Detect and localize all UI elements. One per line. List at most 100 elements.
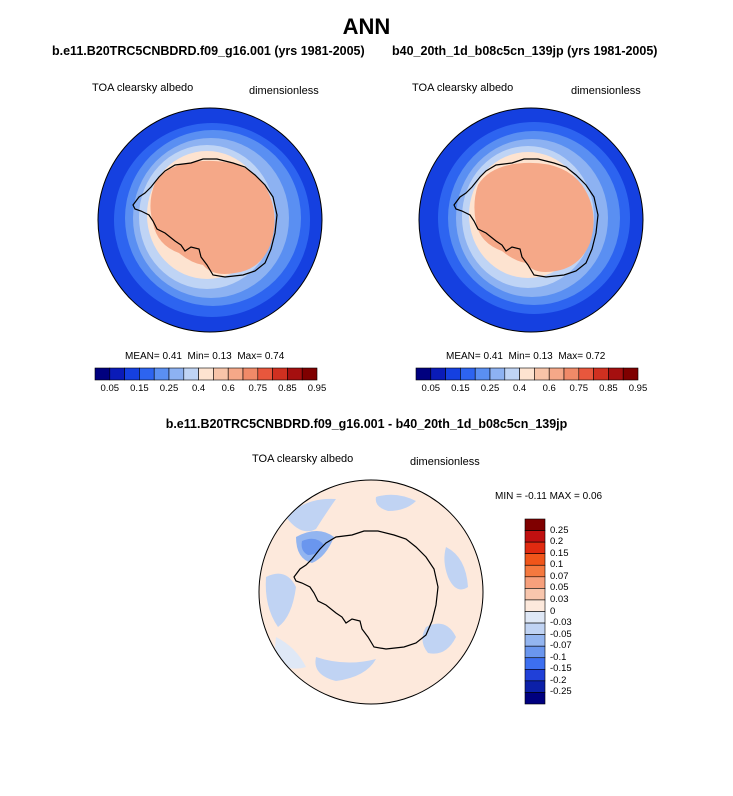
panel-2-colorbar-swatch	[563, 367, 580, 381]
panel-1-colorbar-swatch	[301, 367, 318, 381]
panel-2-colorbar-swatch	[430, 367, 446, 381]
panel-1-colorbar-tick-label: 0.75	[248, 383, 268, 394]
panel-2-colorbar-swatch	[460, 367, 476, 381]
panel-1-colorbar-swatch	[109, 367, 125, 381]
panel-2-min-value: 0.13	[533, 351, 553, 362]
panel-1-contour-field	[98, 108, 322, 332]
panel-1-colorbar-swatch	[153, 367, 170, 381]
diff-colorbar-swatch	[524, 611, 546, 624]
panel-1-colorbar-tick-label: 0.4	[191, 383, 206, 394]
panel-2-mean-label: MEAN=	[446, 351, 481, 362]
diff-colorbar-swatch	[524, 657, 546, 670]
panel-1-min-value: 0.13	[212, 351, 232, 362]
panel-1-colorbar-swatch	[139, 367, 155, 381]
panel-2-colorbar	[415, 367, 639, 381]
diff-max-label: MAX =	[549, 491, 580, 502]
diff-colorbar-swatch	[524, 564, 546, 578]
panel-1-stats: MEAN= 0.41 Min= 0.13 Max= 0.74	[125, 351, 284, 362]
panel-2-coastline	[453, 158, 599, 278]
panel-2-stats: MEAN= 0.41 Min= 0.13 Max= 0.72	[446, 351, 605, 362]
panel-1-min-label: Min=	[187, 351, 210, 362]
diff-colorbar-swatch	[524, 680, 546, 693]
diff-colorbar-swatch	[524, 576, 546, 589]
diff-contour-field	[259, 480, 483, 704]
panel-2-colorbar-swatch	[593, 367, 609, 381]
diff-colorbar-tick-label: -0.05	[550, 628, 572, 640]
panel-1-colorbar-swatch	[242, 367, 259, 381]
diff-variable: TOA clearsky albedo	[252, 453, 354, 465]
panel-1-coastline	[132, 158, 278, 278]
diff-colorbar-tick-label: -0.03	[550, 617, 572, 629]
diff-colorbar-swatch	[524, 518, 546, 531]
diff-title: b.e11.B20TRC5CNBDRD.f09_g16.001 - b40_20…	[165, 417, 568, 431]
diff-colorbar-tick-label: -0.15	[550, 663, 572, 675]
panel-1-colorbar-tick-label: 0.95	[307, 383, 327, 394]
panel-2-colorbar-tick-label: 0.75	[569, 383, 589, 394]
panel-1-case-title: b.e11.B20TRC5CNBDRD.f09_g16.001 (yrs 198…	[52, 44, 365, 58]
panel-2-colorbar-swatch	[445, 367, 461, 381]
panel-2-polar-map	[418, 107, 644, 333]
diff-colorbar-tick-label: 0.15	[550, 547, 569, 559]
diff-colorbar-tick-label: -0.2	[550, 674, 567, 686]
panel-1-colorbar-tick-label: 0.85	[278, 383, 297, 394]
diff-units: dimensionless	[410, 456, 480, 468]
panel-2-colorbar-swatch	[474, 367, 491, 381]
panel-2-colorbar-swatch	[622, 367, 639, 381]
diff-colorbar-tick-label: 0.07	[550, 570, 569, 582]
diff-colorbar-tick-label: 0	[550, 605, 556, 617]
diff-colorbar-swatch	[524, 599, 546, 612]
diff-colorbar-swatch	[524, 692, 546, 705]
diff-colorbar-tick-label: 0.25	[550, 524, 569, 536]
panel-2-colorbar-swatch	[519, 367, 535, 381]
panel-1-colorbar-swatch	[183, 367, 199, 381]
diff-colorbar-tick-label: 0.05	[550, 582, 569, 594]
diff-colorbar-tick-label: -0.1	[550, 651, 567, 663]
panel-1-colorbar-swatch	[272, 367, 288, 381]
diff-colorbar-swatch	[524, 622, 546, 635]
panel-1-colorbar-swatch	[227, 367, 244, 381]
diff-colorbar-tick-label: -0.07	[550, 640, 572, 652]
diff-colorbar	[524, 518, 546, 705]
panel-2-colorbar-swatch	[548, 367, 565, 381]
panel-2-variable: TOA clearsky albedo	[412, 82, 514, 94]
panel-2-colorbar-tick-label: 0.85	[599, 383, 618, 394]
diff-colorbar-swatch	[524, 634, 546, 647]
diff-max-value: 0.06	[582, 491, 603, 502]
panel-2-colorbar-swatch	[608, 367, 624, 381]
panel-1-mean-label: MEAN=	[125, 351, 160, 362]
diff-colorbar-swatch	[524, 645, 546, 659]
panel-1-polar-map	[97, 107, 323, 333]
panel-1-mean-value: 0.41	[162, 351, 182, 362]
panel-1-max-value: 0.74	[264, 351, 285, 362]
diff-colorbar-tick-label: 0.2	[550, 536, 564, 548]
panel-2-max-value: 0.72	[585, 351, 606, 362]
panel-1-max-label: Max=	[237, 351, 263, 362]
panel-2-colorbar-swatch	[578, 367, 594, 381]
diff-min-value: -0.11	[524, 491, 547, 502]
panel-1-units: dimensionless	[249, 85, 319, 97]
panel-1-variable: TOA clearsky albedo	[92, 82, 194, 94]
panel-1-colorbar-tick-label: 0.05	[100, 383, 120, 394]
panel-2-colorbar-swatch	[415, 367, 432, 381]
panel-2-colorbar-swatch	[534, 367, 550, 381]
panel-2-units: dimensionless	[571, 85, 641, 97]
panel-1-colorbar-swatch	[124, 367, 140, 381]
diff-colorbar-tick-label: -0.25	[550, 686, 572, 698]
panel-1-colorbar-swatch	[213, 367, 229, 381]
panel-2-colorbar-tick-label: 0.4	[512, 383, 527, 394]
panel-2-colorbar-swatch	[489, 367, 506, 381]
diff-min-label: MIN =	[495, 491, 522, 502]
panel-1-colorbar-swatch	[94, 367, 111, 381]
panel-2-contour-field	[419, 108, 643, 332]
diff-colorbar-swatch	[524, 541, 546, 554]
diff-coastline	[293, 530, 439, 650]
panel-2-min-label: Min=	[508, 351, 531, 362]
panel-2-colorbar-tick-label: 0.05	[421, 383, 441, 394]
diff-colorbar-swatch	[524, 669, 546, 682]
panel-1-colorbar-tick-label: 0.15	[130, 383, 149, 394]
panel-2-colorbar-tick-label: 0.15	[451, 383, 470, 394]
diff-colorbar-swatch	[524, 530, 546, 543]
diff-minmax: MIN = -0.11 MAX = 0.06	[495, 491, 602, 502]
panel-2-colorbar-tick-label: 0.95	[628, 383, 648, 394]
diff-colorbar-tick-label: 0.03	[550, 593, 569, 605]
